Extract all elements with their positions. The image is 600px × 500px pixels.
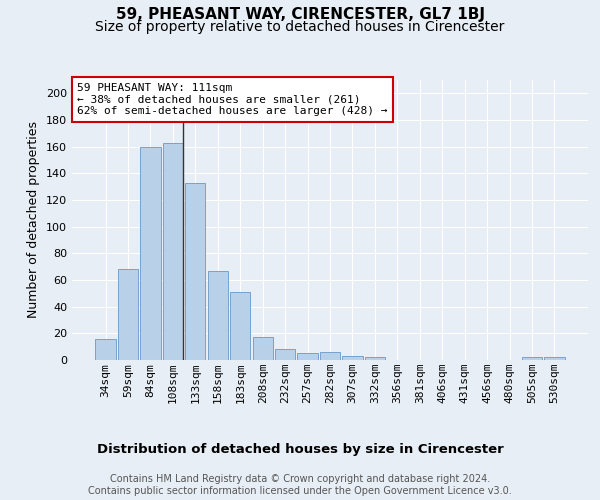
Bar xyxy=(522,358,542,360)
Bar xyxy=(320,352,340,360)
Bar xyxy=(163,142,183,360)
Text: 59, PHEASANT WAY, CIRENCESTER, GL7 1BJ: 59, PHEASANT WAY, CIRENCESTER, GL7 1BJ xyxy=(115,8,485,22)
Text: Distribution of detached houses by size in Cirencester: Distribution of detached houses by size … xyxy=(97,442,503,456)
Bar xyxy=(230,292,250,360)
Text: 59 PHEASANT WAY: 111sqm
← 38% of detached houses are smaller (261)
62% of semi-d: 59 PHEASANT WAY: 111sqm ← 38% of detache… xyxy=(77,83,388,116)
Bar xyxy=(118,270,138,360)
Bar xyxy=(208,270,228,360)
Bar xyxy=(298,354,317,360)
Bar xyxy=(95,338,116,360)
Bar xyxy=(343,356,362,360)
Text: Contains public sector information licensed under the Open Government Licence v3: Contains public sector information licen… xyxy=(88,486,512,496)
Bar xyxy=(140,146,161,360)
Text: Size of property relative to detached houses in Cirencester: Size of property relative to detached ho… xyxy=(95,20,505,34)
Text: Contains HM Land Registry data © Crown copyright and database right 2024.: Contains HM Land Registry data © Crown c… xyxy=(110,474,490,484)
Y-axis label: Number of detached properties: Number of detached properties xyxy=(28,122,40,318)
Bar xyxy=(275,350,295,360)
Bar xyxy=(365,358,385,360)
Bar xyxy=(253,338,273,360)
Bar xyxy=(544,358,565,360)
Bar xyxy=(185,182,205,360)
